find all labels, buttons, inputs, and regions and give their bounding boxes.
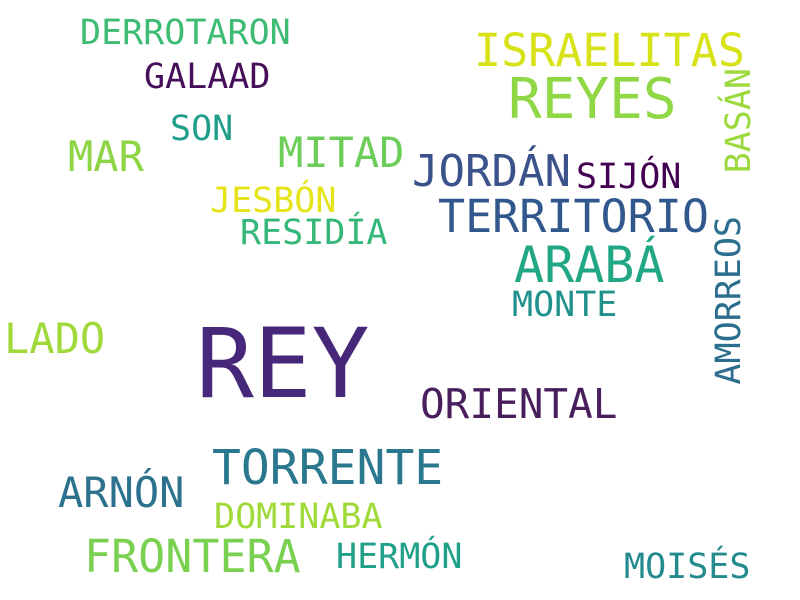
- word-sijon: SIJÓN: [576, 157, 682, 197]
- word-amorreos: AMORREOS: [709, 216, 749, 385]
- word-moises: MOISÉS: [624, 547, 751, 587]
- word-dominaba: DOMINABA: [214, 497, 383, 537]
- word-lado: LADO: [4, 314, 106, 363]
- word-derrotaron: DERROTARON: [80, 13, 291, 53]
- word-frontera: FRONTERA: [84, 530, 301, 583]
- word-son: SON: [170, 109, 234, 149]
- word-hermon: HERMÓN: [336, 537, 463, 577]
- word-araba: ARABÁ: [514, 236, 665, 294]
- word-arnon: ARNÓN: [58, 468, 185, 517]
- word-reyes: REYES: [508, 67, 677, 132]
- word-israelitas: ISRAELITAS: [474, 24, 745, 77]
- word-torrente: TORRENTE: [212, 440, 444, 496]
- word-galaad: GALAAD: [144, 57, 271, 97]
- word-rey: REY: [196, 308, 370, 420]
- word-territorio: TERRITORIO: [438, 190, 709, 243]
- word-oriental: ORIENTAL: [420, 380, 618, 428]
- word-residia: RESIDÍA: [240, 213, 388, 253]
- word-jordan: JORDÁN: [412, 146, 571, 197]
- word-basan: BASÁN: [719, 68, 759, 174]
- word-mitad: MITAD: [278, 128, 405, 177]
- word-jesbon: JESBÓN: [210, 181, 337, 221]
- word-monte: MONTE: [512, 285, 618, 325]
- word-mar: MAR: [68, 132, 144, 181]
